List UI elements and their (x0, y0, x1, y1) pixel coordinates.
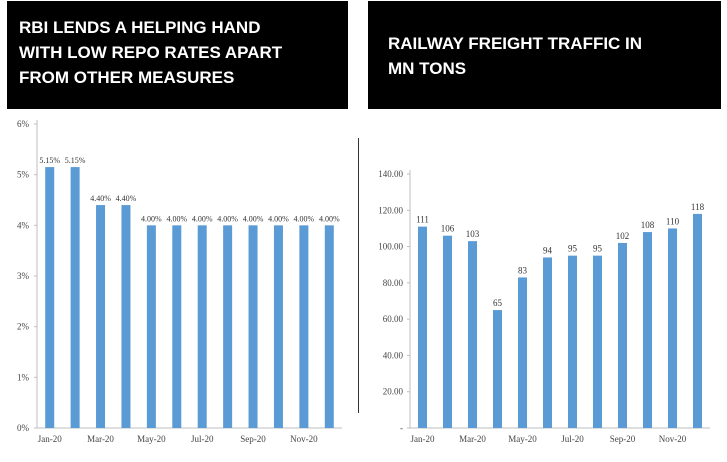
bar (273, 225, 283, 428)
x-tick-label: Nov-20 (659, 434, 687, 444)
data-label: 102 (616, 231, 630, 241)
data-label: 4.00% (192, 214, 213, 223)
bar (418, 226, 427, 428)
data-label: 95 (593, 244, 603, 254)
x-tick-label: Mar-20 (87, 434, 114, 444)
x-tick-label: Jan-20 (38, 434, 62, 444)
bar (121, 205, 131, 428)
bar (468, 241, 477, 428)
y-tick-label: 120.00 (378, 205, 403, 215)
bar (96, 205, 106, 428)
right-chart-title: RAILWAY FREIGHT TRAFFIC IN MN TONS (368, 1, 721, 109)
data-label: 4.00% (166, 214, 187, 223)
y-tick-label: - (400, 423, 403, 433)
bar (643, 232, 652, 428)
bar (146, 225, 156, 428)
bar (493, 310, 502, 428)
data-label: 4.00% (294, 214, 315, 223)
data-label: 4.00% (141, 214, 162, 223)
data-label: 4.00% (268, 214, 289, 223)
bar (693, 213, 702, 428)
data-label: 118 (691, 202, 705, 212)
x-tick-label: Sep-20 (240, 434, 266, 444)
bar (248, 225, 258, 428)
x-tick-label: Jul-20 (561, 434, 584, 444)
x-tick-label: May-20 (137, 434, 166, 444)
bar (45, 167, 55, 429)
data-label: 111 (416, 215, 429, 225)
data-label: 110 (666, 216, 680, 226)
data-label: 95 (568, 244, 578, 254)
repo-rate-chart: 0% 1% 2% 3% 4% 5% 6% 5.15% 5.15% 4.40% 4.40% 4.00% 4… (17, 119, 342, 444)
data-label: 4.00% (217, 214, 238, 223)
y-tick-label: 140.00 (378, 169, 403, 179)
y-tick-label: 2% (17, 322, 30, 332)
y-tick-label: 1% (17, 372, 30, 382)
bar (618, 242, 627, 428)
y-tick-label: 6% (17, 119, 30, 129)
data-label: 106 (441, 224, 455, 234)
x-tick-label: May-20 (508, 434, 537, 444)
bar (223, 225, 233, 428)
data-label: 4.00% (319, 214, 340, 223)
data-label: 108 (641, 220, 655, 230)
y-tick-label: 80.00 (383, 278, 404, 288)
bar (668, 228, 677, 428)
y-tick-label: 20.00 (383, 387, 404, 397)
data-label: 83 (518, 265, 528, 275)
data-label: 5.15% (65, 156, 86, 165)
y-tick-label: 100.00 (378, 242, 403, 252)
y-tick-label: 40.00 (383, 350, 404, 360)
y-tick-label: 4% (17, 220, 30, 230)
data-label: 4.40% (116, 194, 137, 203)
x-tick-label: Nov-20 (290, 434, 318, 444)
x-tick-label: Jan-20 (411, 434, 435, 444)
x-tick-label: Mar-20 (459, 434, 486, 444)
bar (197, 225, 207, 428)
y-tick-label: 3% (17, 271, 30, 281)
data-label: 94 (543, 245, 553, 255)
y-tick-label: 0% (17, 423, 30, 433)
y-tick-label: 5% (17, 170, 30, 180)
bar (443, 235, 452, 428)
left-chart-title: RBI LENDS A HELPING HAND WITH LOW REPO R… (7, 1, 348, 109)
freight-traffic-chart: - 20.00 40.00 60.00 80.00 100.00 120.00 140.00 1… (378, 169, 710, 444)
data-label: 65 (493, 298, 503, 308)
x-tick-label: Jul-20 (191, 434, 214, 444)
bar (593, 255, 602, 428)
bar (518, 277, 527, 428)
data-label: 4.00% (243, 214, 264, 223)
bar (324, 225, 334, 428)
bar (70, 167, 80, 429)
bar (172, 225, 182, 428)
data-label: 4.40% (90, 194, 111, 203)
panel-divider (358, 138, 359, 413)
y-tick-label: 60.00 (383, 314, 404, 324)
bar (568, 255, 577, 428)
bar (543, 257, 552, 428)
bar (299, 225, 309, 428)
data-label: 103 (466, 229, 480, 239)
x-tick-label: Sep-20 (610, 434, 636, 444)
data-label: 5.15% (39, 156, 60, 165)
